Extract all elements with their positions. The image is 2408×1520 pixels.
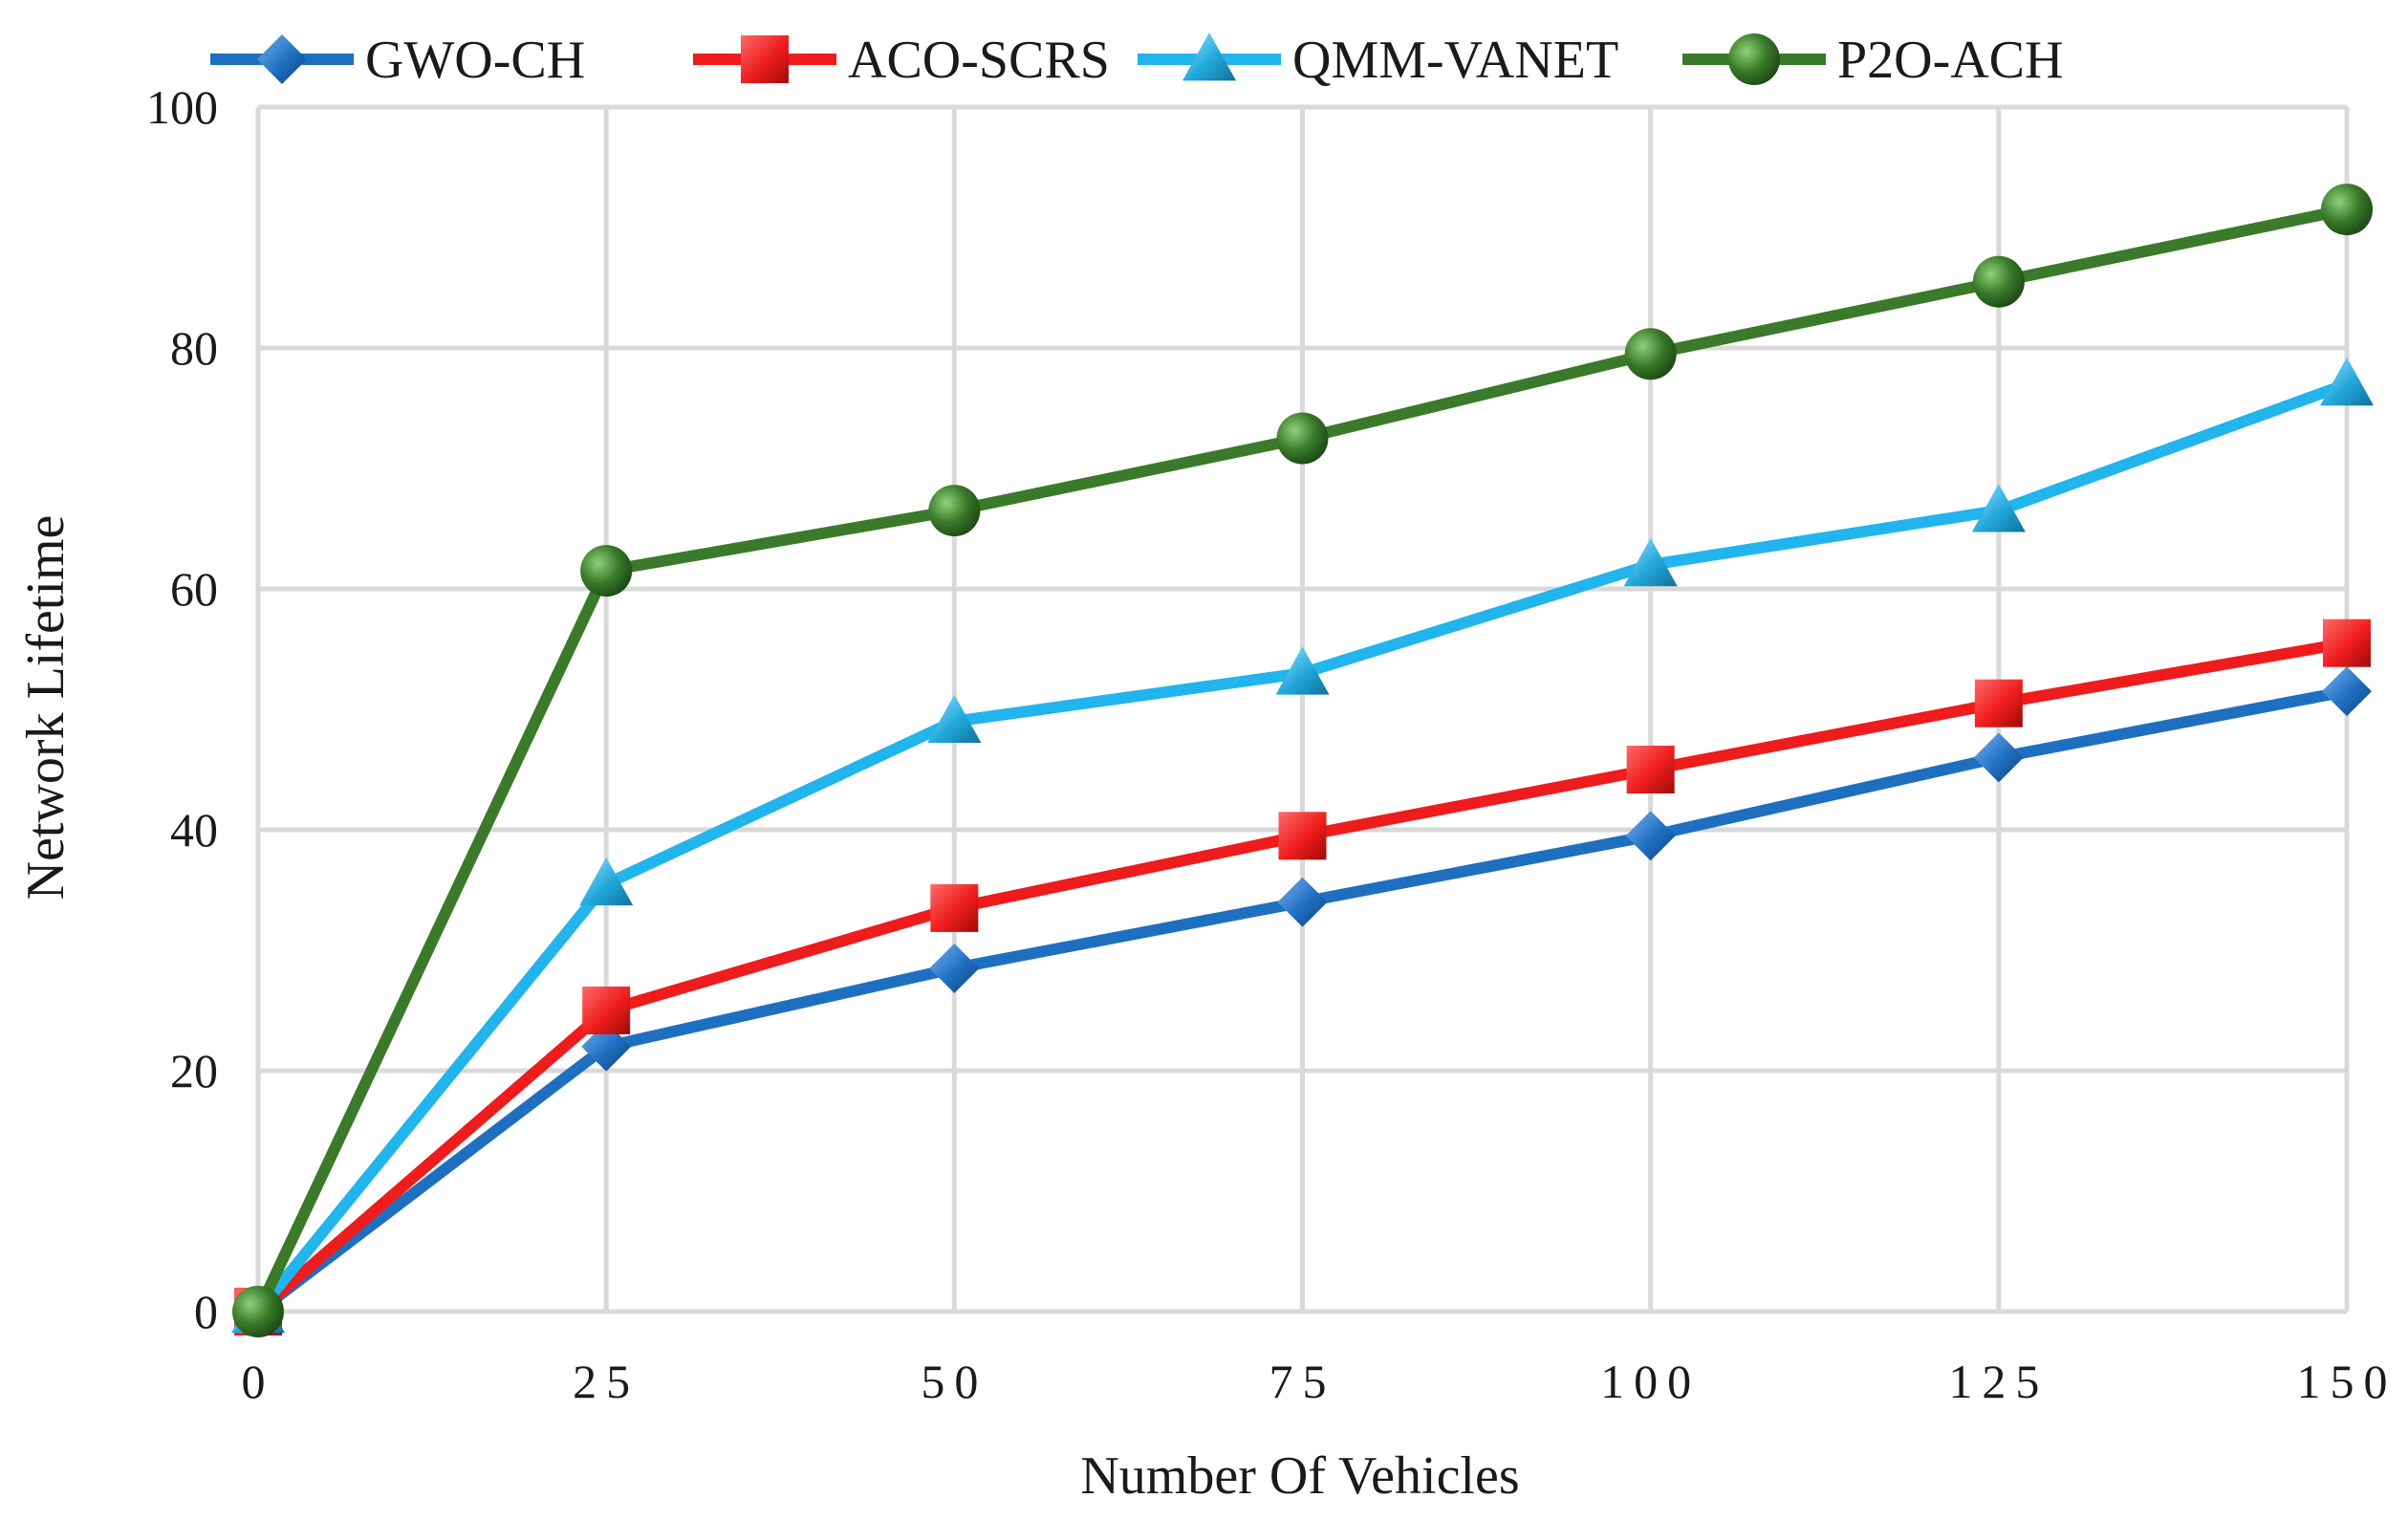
- legend-item-aco-scrs: ACO-SCRS: [693, 31, 1110, 90]
- legend-label: ACO-SCRS: [848, 31, 1110, 90]
- data-point-qmm-vanet: [1971, 484, 2026, 532]
- y-tick-label: 40: [170, 803, 218, 857]
- legend-swatch-marker: [1182, 33, 1236, 81]
- legend-label: GWO-CH: [365, 31, 585, 90]
- data-point-gwo-ch: [2322, 666, 2372, 717]
- data-point-p2o-ach: [580, 545, 633, 597]
- legend-swatch-marker: [741, 35, 789, 83]
- data-point-gwo-ch: [929, 943, 980, 993]
- legend-swatch-marker: [257, 34, 307, 84]
- data-point-p2o-ach: [1972, 255, 2025, 308]
- data-point-aco-scrs: [1626, 746, 1675, 793]
- y-tick-label: 100: [146, 80, 218, 134]
- x-axis-title: Number Of Vehicles: [1080, 1446, 1519, 1506]
- data-point-gwo-ch: [1973, 732, 2024, 783]
- x-tick-label: 150: [2297, 1355, 2397, 1408]
- data-point-qmm-vanet: [2320, 357, 2374, 406]
- legend-item-gwo-ch: GWO-CH: [210, 31, 585, 90]
- legend-swatch-marker: [1728, 33, 1780, 85]
- data-point-p2o-ach: [2321, 184, 2373, 236]
- grid: 0 20 40 60 80 100 0 25 50 75 100 125 150: [146, 80, 2397, 1408]
- data-point-qmm-vanet: [1275, 646, 1330, 695]
- data-point-qmm-vanet: [1623, 537, 1678, 587]
- data-point-aco-scrs: [1278, 812, 1327, 860]
- x-tick-label: 75: [1269, 1355, 1336, 1408]
- data-point-qmm-vanet: [927, 694, 982, 743]
- y-axis-title: Network Lifetime: [16, 515, 76, 901]
- data-point-p2o-ach: [1624, 328, 1677, 380]
- legend-label: P2O-ACH: [1837, 31, 2063, 90]
- axis-labels: Number Of Vehicles Network Lifetime: [16, 515, 1520, 1506]
- data-point-p2o-ach: [1276, 412, 1329, 465]
- y-tick-label: 60: [170, 562, 218, 616]
- data-point-qmm-vanet: [579, 857, 634, 906]
- data-point-p2o-ach: [928, 485, 981, 537]
- legend-item-qmm-vanet: QMM-VANET: [1138, 31, 1618, 90]
- series: [231, 184, 2374, 1337]
- data-point-aco-scrs: [1974, 679, 2023, 727]
- y-tick-label: 20: [170, 1044, 218, 1097]
- series-p2o-ach: [232, 184, 2373, 1337]
- data-point-p2o-ach: [232, 1286, 284, 1337]
- data-point-aco-scrs: [2323, 619, 2371, 667]
- y-tick-label: 80: [170, 321, 218, 375]
- y-tick-label: 0: [194, 1285, 218, 1338]
- series-aco-scrs: [234, 619, 2371, 1335]
- x-tick-label: 50: [921, 1355, 987, 1408]
- x-tick-label: 125: [1948, 1355, 2049, 1408]
- x-tick-label: 0: [242, 1355, 275, 1408]
- data-point-gwo-ch: [1625, 811, 1676, 861]
- x-tick-label: 100: [1600, 1355, 1701, 1408]
- legend-label: QMM-VANET: [1292, 31, 1618, 90]
- data-point-aco-scrs: [930, 883, 979, 932]
- data-point-aco-scrs: [582, 987, 631, 1034]
- legend: GWO-CH ACO-SCRS QMM-VANET P2O-ACH: [210, 31, 2063, 90]
- x-tick-label: 25: [573, 1355, 640, 1408]
- legend-item-p2o-ach: P2O-ACH: [1682, 31, 2063, 90]
- data-point-gwo-ch: [1277, 877, 1328, 927]
